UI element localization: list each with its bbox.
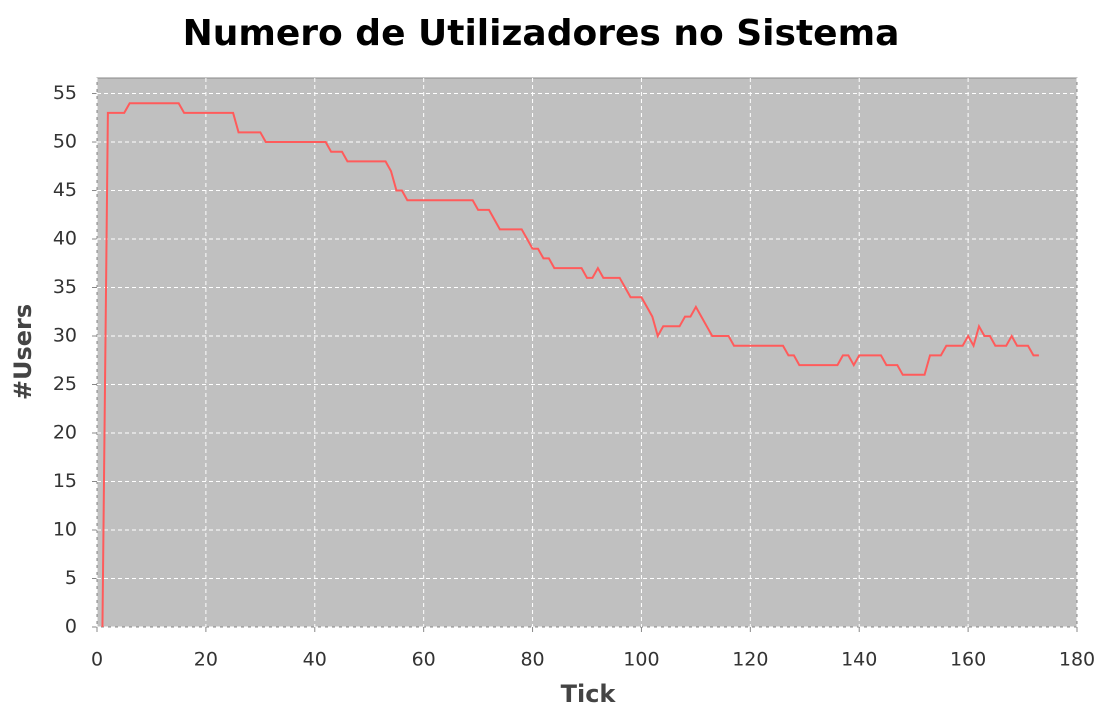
y-tick-label: 50 (53, 131, 77, 153)
chart-title: Numero de Utilizadores no Sistema (183, 13, 900, 54)
y-tick-label: 30 (53, 325, 77, 347)
y-tick-label: 55 (53, 82, 77, 104)
y-tick-label: 0 (65, 616, 77, 638)
x-tick-label: 20 (194, 649, 218, 671)
x-axis-title: Tick (561, 680, 617, 708)
x-tick-label: 80 (520, 649, 544, 671)
x-tick-label: 160 (950, 649, 986, 671)
x-tick-label: 140 (841, 649, 877, 671)
x-tick-label: 0 (91, 649, 103, 671)
y-tick-label: 10 (53, 519, 77, 541)
y-tick-label: 25 (53, 373, 77, 395)
y-tick-label: 40 (53, 228, 77, 250)
x-tick-label: 120 (732, 649, 768, 671)
x-tick-label: 60 (412, 649, 436, 671)
x-tick-label: 100 (623, 649, 659, 671)
y-tick-label: 20 (53, 422, 77, 444)
y-tick-label: 5 (65, 567, 77, 589)
y-axis-title: #Users (9, 304, 37, 400)
x-tick-label: 40 (303, 649, 327, 671)
y-tick-label: 35 (53, 276, 77, 298)
x-tick-label: 180 (1059, 649, 1095, 671)
plot-area (96, 77, 1078, 628)
data-line (101, 102, 1039, 628)
y-tick-label: 15 (53, 470, 77, 492)
y-tick-label: 45 (53, 179, 77, 201)
